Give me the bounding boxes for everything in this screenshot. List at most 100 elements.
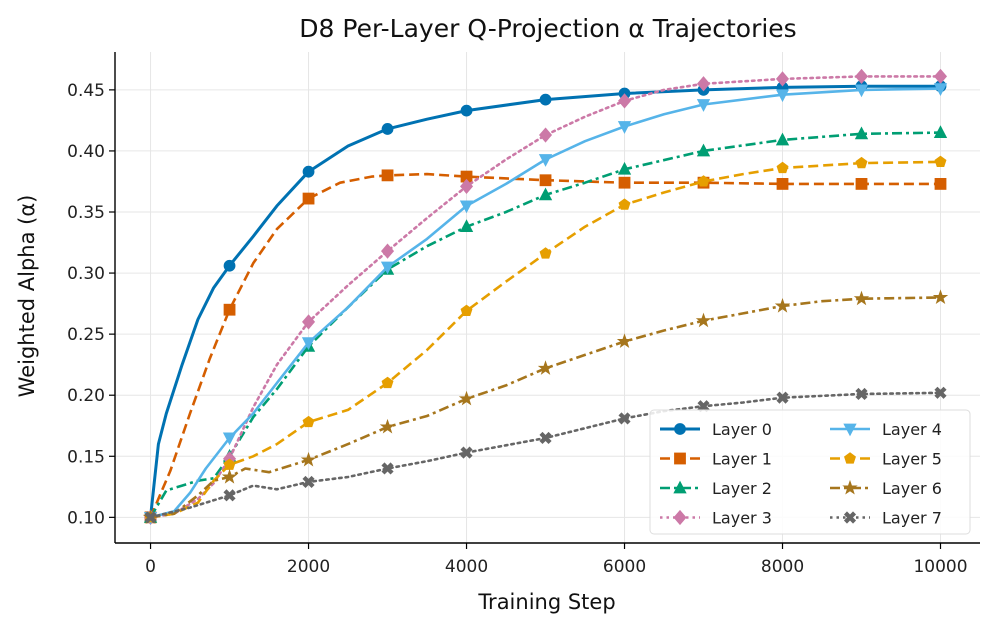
x-axis-label: Training Step [477,590,615,614]
data-point [932,289,949,305]
series-line [150,87,941,519]
data-point [616,333,633,349]
data-point [460,304,473,317]
y-axis-label: Weighted Alpha (α) [15,195,39,398]
data-point [381,376,394,389]
data-point [933,125,948,139]
series-line [149,131,941,519]
data-point [302,475,315,488]
data-point [776,391,789,404]
data-point [618,176,631,189]
data-point [774,297,791,313]
data-point [223,489,236,502]
data-point [618,198,631,210]
data-point [775,132,790,146]
data-point [300,451,317,467]
series-layer-0 [144,80,947,524]
data-point [223,303,236,316]
data-point [854,126,869,140]
x-axis-ticks: 0 2000 4000 6000 8000 10000 [145,543,968,577]
y-tick-label: 0.30 [67,264,105,284]
data-point [379,418,396,434]
data-point [776,178,789,190]
legend-item: Layer 3 [660,509,772,528]
data-point [697,400,710,413]
series-lines [142,68,949,525]
data-point [776,161,789,174]
x-tick-label: 10000 [913,557,967,577]
series-layer-7 [144,386,947,524]
legend-marker [673,509,687,526]
data-point [538,127,553,143]
data-point [460,104,473,117]
data-point [302,314,316,330]
legend-item: Layer 1 [660,450,772,469]
x-tick-label: 2000 [287,557,330,577]
data-point [301,337,316,351]
y-axis-ticks: 0.10 0.15 0.20 0.25 0.30 0.35 0.40 0.45 [67,81,115,528]
data-point [381,462,394,475]
data-point [696,99,711,112]
y-tick-label: 0.35 [67,203,105,223]
legend-item: Layer 6 [830,479,942,498]
data-point [458,390,475,406]
legend-marker [673,480,687,494]
data-point [222,432,237,446]
data-point [381,123,394,135]
legend-label: Layer 1 [712,450,772,469]
x-tick-label: 0 [145,557,156,577]
legend-label: Layer 5 [882,450,942,469]
x-tick-label: 6000 [603,557,646,577]
data-point [775,71,790,87]
legend-label: Layer 7 [882,509,942,528]
legend-label: Layer 4 [882,420,942,439]
legend-box [649,409,971,535]
axes [114,52,980,544]
data-point [853,290,870,306]
y-tick-label: 0.10 [67,508,105,528]
data-point [459,200,474,214]
legend-label: Layer 0 [712,420,772,439]
legend-item: Layer 7 [830,509,942,528]
legend-marker [674,452,686,465]
legend-marker [843,423,857,437]
legend-item: Layer 5 [830,450,942,469]
series-line [149,84,941,518]
legend-item: Layer 4 [830,420,942,439]
data-point [933,83,948,97]
data-point [459,219,474,233]
legend-label: Layer 3 [712,509,772,528]
y-tick-label: 0.40 [67,142,105,162]
x-tick-label: 4000 [445,557,488,577]
legend-label: Layer 2 [712,479,772,498]
data-point [934,386,947,399]
legend-marker [843,511,857,524]
data-point [933,68,948,85]
y-tick-label: 0.45 [67,81,105,101]
data-point [381,243,395,259]
series-line [149,391,942,519]
data-point [855,156,868,169]
legend-marker [842,479,858,495]
series-layer-6 [142,289,949,524]
y-tick-label: 0.15 [67,447,105,467]
legend-marker [674,423,686,435]
chart-title: D8 Per-Layer Q-Projection α Trajectories [299,14,796,43]
data-point [302,165,315,178]
data-point [854,68,869,85]
data-point [538,154,553,167]
data-point [697,175,710,187]
legend-label: Layer 6 [882,479,942,498]
y-tick-label: 0.25 [67,325,105,345]
data-point [854,84,869,98]
data-point [380,261,395,275]
data-point [617,93,632,109]
data-point [695,312,712,328]
data-point [617,161,632,175]
legend-item: Layer 2 [660,479,772,498]
data-point [144,511,157,524]
data-point [539,93,552,106]
data-point [538,187,553,201]
data-point [223,259,236,272]
